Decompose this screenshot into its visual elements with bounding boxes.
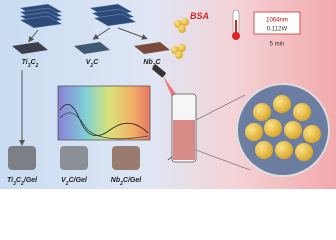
gel-label: Nb2C/Gel <box>111 177 142 187</box>
label-part: V <box>61 177 67 184</box>
gel-label: Ti3C2/Gel <box>7 177 38 187</box>
power: 0.112W <box>267 27 288 33</box>
laser-box <box>253 11 301 35</box>
label-part: 2 <box>89 63 93 69</box>
label-part: C <box>31 59 37 66</box>
label-part: C <box>156 59 162 66</box>
label-part: 2 <box>20 181 24 187</box>
time: 5 min <box>270 42 285 48</box>
spectrum-curves <box>59 103 149 140</box>
spectrum-plot <box>57 85 151 141</box>
label-part: Nb <box>143 59 153 66</box>
label-part: Nb <box>111 177 121 184</box>
label-part: 2 <box>152 63 156 69</box>
material-label: Nb2C <box>143 59 161 69</box>
gel-icons <box>8 146 140 170</box>
label-part: 2 <box>119 181 123 187</box>
label-part: 2 <box>65 181 69 187</box>
label-part: 3 <box>28 63 31 69</box>
gel-label: V2C/Gel <box>61 177 88 187</box>
label-part: /Gel <box>23 177 38 184</box>
zoom-particles <box>245 95 321 161</box>
label-part: Ti <box>7 177 14 184</box>
material-label: Ti3C2 <box>22 59 39 69</box>
protein-label: BSA <box>190 11 209 21</box>
wavelength: 1064nm <box>266 18 288 24</box>
single-sheets <box>12 42 170 54</box>
label-part: C/Gel <box>69 177 88 184</box>
zoom-lines <box>195 94 251 171</box>
label-part: C <box>93 59 99 66</box>
material-label: V2C <box>86 59 99 69</box>
label-part: C/Gel <box>123 177 142 184</box>
laser-device <box>152 64 166 78</box>
particles <box>171 18 189 59</box>
thermometer <box>232 9 240 40</box>
gel-labels: Ti3C2/Gel V2C/Gel Nb2C/Gel <box>7 177 142 187</box>
stacked-sheets <box>19 3 137 29</box>
label-part: 2 <box>35 63 39 69</box>
label-part: V <box>86 59 92 66</box>
label-part: C <box>16 177 22 184</box>
material-labels: Ti3C2V2CNb2C <box>22 59 162 69</box>
label-part: 3 <box>13 181 16 187</box>
label-part: Ti <box>22 59 29 66</box>
vial <box>171 93 197 163</box>
